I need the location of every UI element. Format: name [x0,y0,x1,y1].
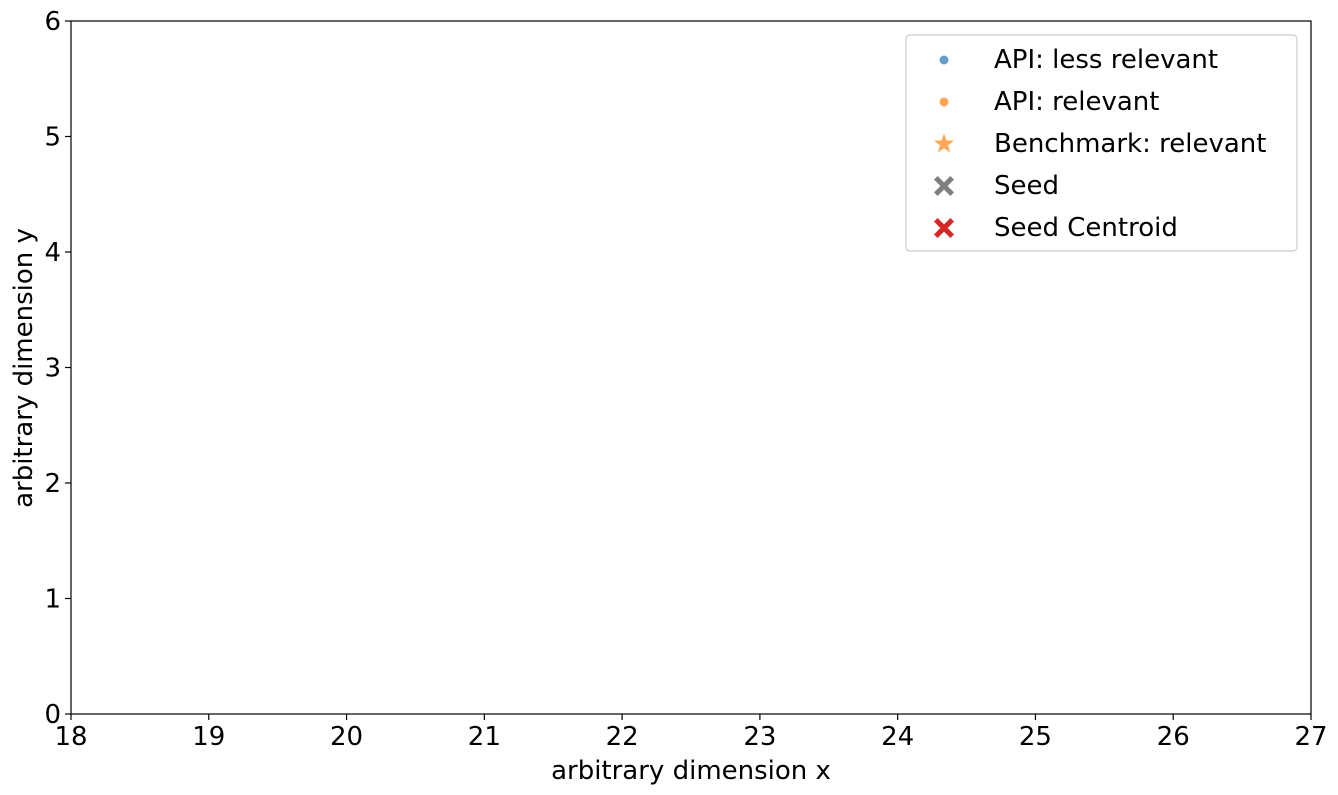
legend-marker [939,97,949,107]
legend-item: Seed [934,171,1059,201]
x-tick-label: 24 [881,722,914,752]
legend-label: Benchmark: relevant [994,129,1266,159]
y-axis-label: arbitrary dimension y [9,228,39,508]
legend-label: API: relevant [994,87,1159,117]
legend-label: Seed Centroid [994,213,1178,243]
legend: API: less relevant API: relevant Benchmark… [905,34,1298,252]
y-tick-label: 2 [44,469,61,499]
legend-frame [905,34,1298,252]
x-tick-label: 26 [1157,722,1190,752]
x-tick-label: 18 [54,722,87,752]
x-tick-label: 19 [192,722,225,752]
x-tick-label: 22 [606,722,639,752]
x-tick-label: 20 [330,722,363,752]
x-tick-label: 25 [1019,722,1052,752]
x-tick-label: 27 [1294,722,1327,752]
legend-item: Seed Centroid [934,213,1178,243]
legend-item: Benchmark: relevant [934,129,1266,159]
legend-label: Seed [994,171,1059,201]
y-tick-label: 1 [44,585,61,615]
legend-marker [934,176,954,196]
y-tick-label: 4 [44,238,61,268]
y-tick-label: 0 [44,700,61,730]
y-tick-label: 6 [44,7,61,37]
legend-marker [934,218,954,238]
legend-label: API: less relevant [994,45,1218,75]
y-tick-label: 5 [44,123,61,153]
y-tick-label: 3 [44,354,61,384]
x-tick-label: 23 [743,722,776,752]
x-axis-ticks: 18 19 20 21 22 23 24 25 26 27 [54,714,1328,752]
legend-marker [934,133,954,153]
y-axis-ticks: 0 1 2 3 4 5 6 [44,7,71,730]
x-tick-label: 21 [468,722,501,752]
legend-item: API: less relevant [939,45,1218,75]
x-axis-label: arbitrary dimension x [551,756,831,786]
legend-item: API: relevant [939,87,1159,117]
legend-marker [939,55,949,65]
